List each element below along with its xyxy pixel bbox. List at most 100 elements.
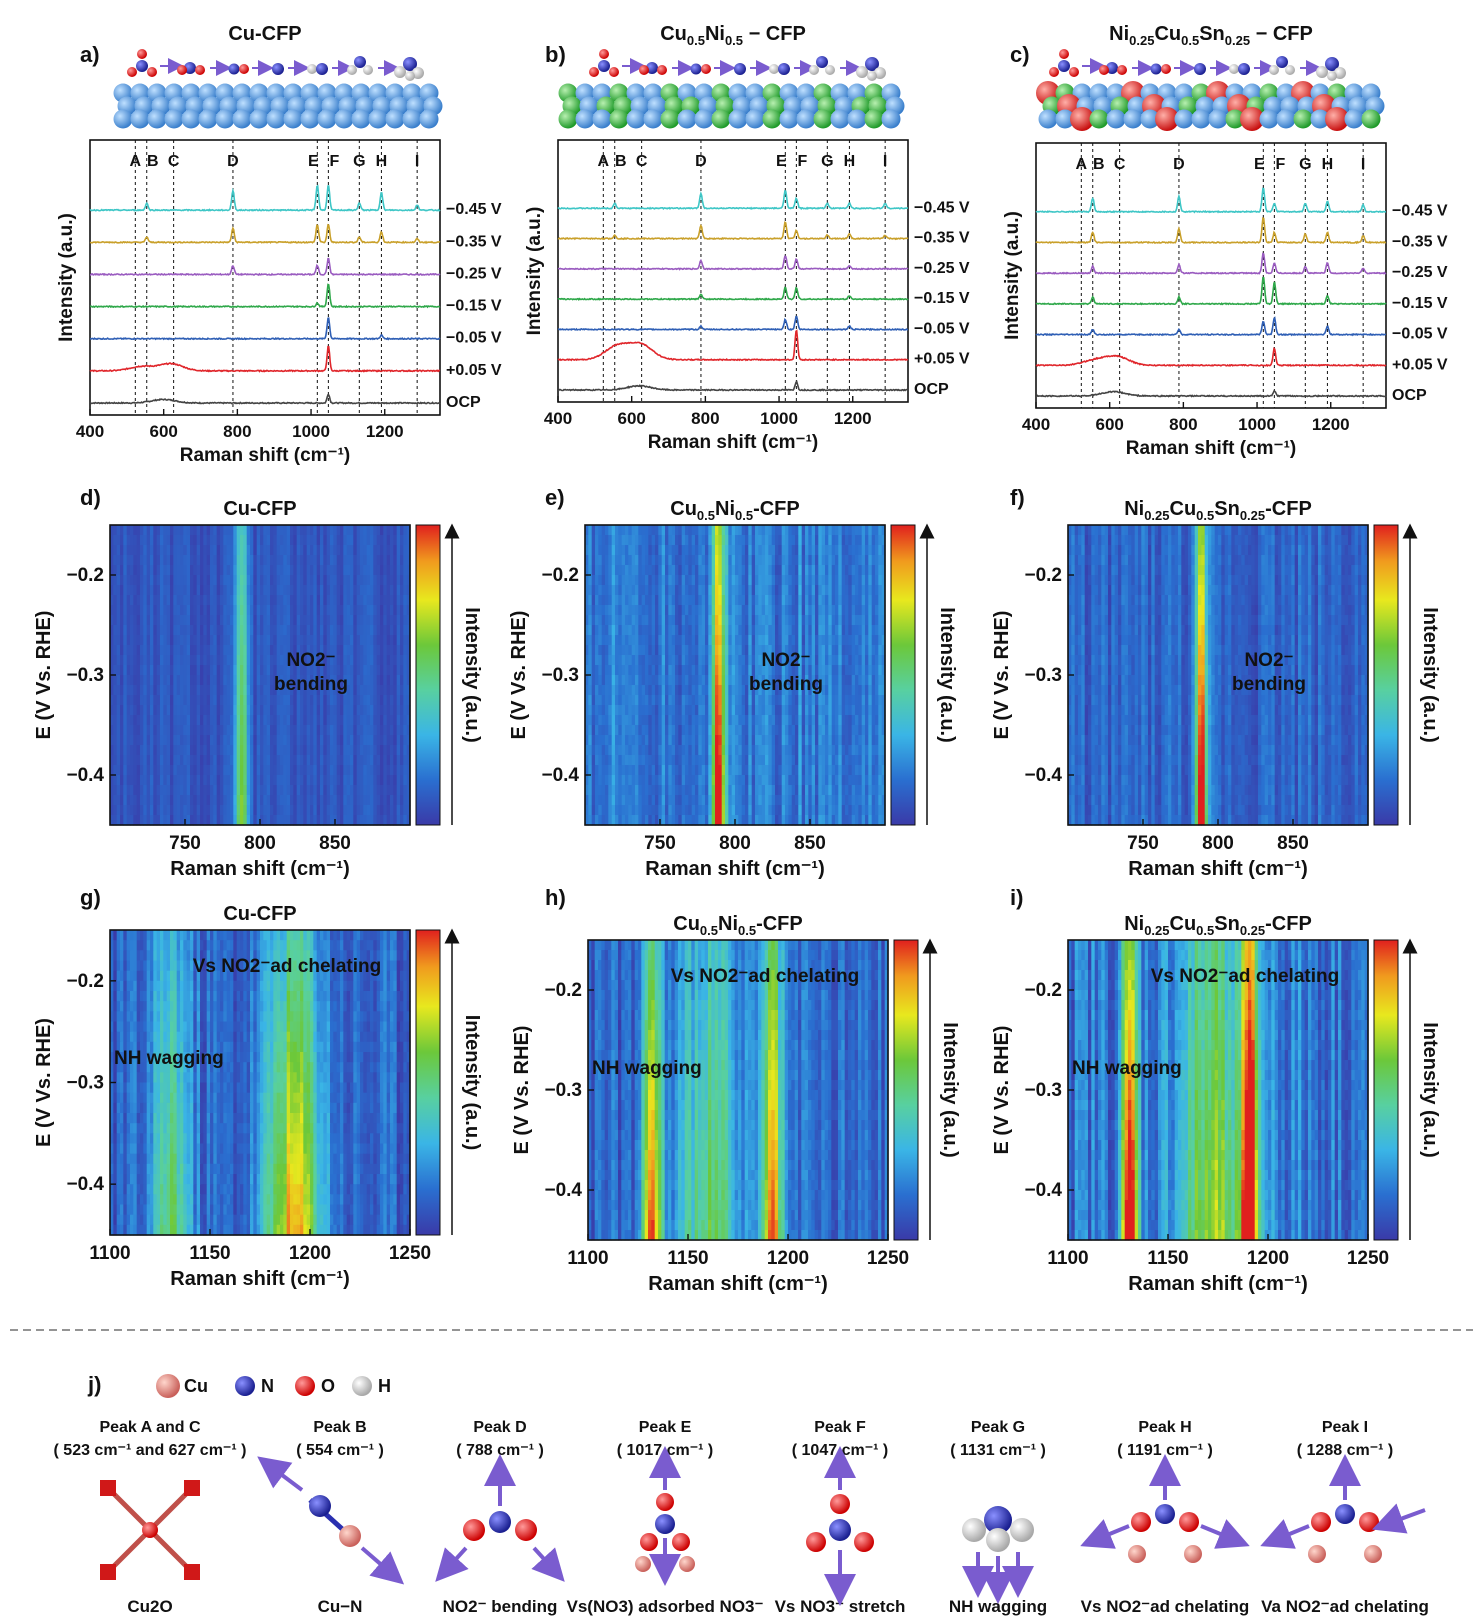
heat-cell <box>143 685 148 696</box>
heat-cell <box>143 565 148 576</box>
heat-cell <box>113 615 118 626</box>
heat-cell <box>393 755 398 766</box>
heat-cell <box>336 685 341 696</box>
heat-cell <box>150 655 154 666</box>
heat-cell <box>326 555 331 566</box>
heat-cell <box>403 675 408 686</box>
heat-cell <box>186 655 191 666</box>
heat-cell <box>270 645 274 656</box>
heat-cell <box>818 545 823 556</box>
heat-cell <box>333 705 338 716</box>
heat-cell <box>203 525 208 536</box>
heat-cell <box>838 715 843 726</box>
heat-cell <box>608 545 613 556</box>
heat-cell <box>320 685 324 696</box>
heat-cell <box>123 775 128 786</box>
heat-cell <box>286 535 291 546</box>
heat-cell <box>638 725 643 736</box>
heat-cell <box>216 745 221 756</box>
heat-cell <box>256 555 261 566</box>
heat-cell <box>343 785 348 796</box>
heat-cell <box>160 745 164 756</box>
heat-cell <box>320 735 324 746</box>
heat-cell <box>250 675 254 686</box>
heat-cell <box>196 585 201 596</box>
heat-cell <box>588 665 593 676</box>
heat-cell <box>326 735 331 746</box>
heat-cell <box>253 585 258 596</box>
heat-cell <box>618 655 623 666</box>
heat-cell <box>350 555 354 566</box>
heat-cell <box>233 645 238 656</box>
heat-cell <box>216 705 221 716</box>
heat-cell <box>300 675 304 686</box>
heat-cell <box>718 575 723 586</box>
heat-cell <box>203 665 208 676</box>
heat-cell <box>326 695 331 706</box>
heat-cell <box>638 665 643 676</box>
heat-cell <box>406 545 411 556</box>
heat-cell <box>223 615 228 626</box>
heat-cell <box>386 535 391 546</box>
heat-cell <box>143 615 148 626</box>
heat-cell <box>380 665 384 676</box>
heat-cell <box>140 755 144 766</box>
heat-cell <box>343 675 348 686</box>
heat-cell <box>306 665 311 676</box>
heat-cell <box>273 785 278 796</box>
heat-cell <box>313 615 318 626</box>
heat-cell <box>196 535 201 546</box>
heat-cell <box>303 715 308 726</box>
heat-cell <box>608 645 613 656</box>
heat-cell <box>163 705 168 716</box>
heat-cell <box>798 595 803 606</box>
heat-cell <box>173 635 178 646</box>
heat-cell <box>143 645 148 656</box>
heat-cell <box>608 635 613 646</box>
heat-cell <box>193 605 198 616</box>
heat-cell <box>386 735 391 746</box>
heat-cell <box>186 545 191 556</box>
y-axis-label: Intensity (a.u.) <box>524 207 545 336</box>
heat-cell <box>206 725 211 736</box>
heat-cell <box>818 655 823 666</box>
mol-n <box>316 63 328 75</box>
heat-cell <box>738 605 743 616</box>
heat-cell <box>738 725 743 736</box>
heat-cell <box>243 655 248 666</box>
heat-cell <box>223 595 228 606</box>
heat-cell <box>123 605 128 616</box>
heat-cell <box>210 535 214 546</box>
heat-cell <box>250 565 254 576</box>
heat-cell <box>173 725 178 736</box>
heat-cell <box>193 745 198 756</box>
heat-cell <box>140 565 144 576</box>
heat-cell <box>253 615 258 626</box>
heat-cell <box>193 525 198 536</box>
heat-cell <box>380 685 384 696</box>
heat-cell <box>393 525 398 536</box>
heat-cell <box>403 775 408 786</box>
heat-cell <box>373 795 378 806</box>
heat-cell <box>818 695 823 706</box>
heat-cell <box>200 555 204 566</box>
heat-cell <box>160 605 164 616</box>
heat-cell <box>146 545 151 556</box>
heat-cell <box>260 545 264 556</box>
heat-cell <box>280 535 284 546</box>
heat-cell <box>236 565 241 576</box>
heat-cell <box>353 685 358 696</box>
heat-cell <box>256 705 261 716</box>
heat-cell <box>133 745 138 756</box>
heat-cell <box>173 565 178 576</box>
heat-cell <box>323 795 328 806</box>
heat-cell <box>848 595 853 606</box>
heat-cell <box>386 645 391 656</box>
heat-cell <box>133 585 138 596</box>
heat-cell <box>210 655 214 666</box>
heat-cell <box>220 595 224 606</box>
plot-frame <box>89 139 441 416</box>
mol-n <box>1276 56 1288 68</box>
heat-cell <box>193 725 198 736</box>
heat-cell <box>263 695 268 706</box>
